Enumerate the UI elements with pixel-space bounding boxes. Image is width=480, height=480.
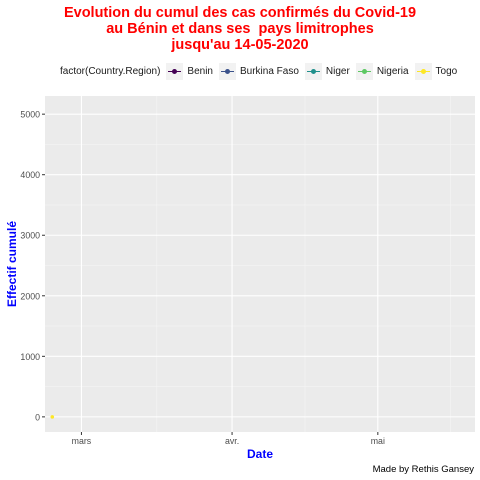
legend: factor(Country.Region) Benin Burkina Fas… (60, 62, 463, 80)
y-tick-label: 3000 (20, 231, 40, 241)
y-tick-label: 2000 (20, 291, 40, 301)
legend-label-nigeria: Nigeria (376, 65, 409, 77)
x-tick-label: avr. (225, 436, 239, 446)
legend-key-togo (414, 62, 432, 80)
legend-item-nigeria: Nigeria (355, 62, 409, 80)
legend-item-benin: Benin (166, 62, 213, 80)
x-axis-title: Date (247, 447, 273, 461)
y-tick-label: 5000 (20, 110, 40, 120)
title-line-1: Evolution du cumul des cas confirmés du … (63, 5, 417, 21)
title-line-2: au Bénin et dans ses pays limitrophes (106, 21, 374, 37)
chart-title: Evolution du cumul des cas confirmés du … (0, 5, 480, 53)
y-tick-label: 4000 (20, 170, 40, 180)
legend-key-niger (304, 62, 322, 80)
y-axis-title: Effectif cumulé (5, 221, 19, 307)
legend-key-benin (166, 62, 184, 80)
y-tick-label: 1000 (20, 352, 40, 362)
x-tick-label: mai (371, 436, 385, 446)
legend-label-togo: Togo (435, 65, 458, 77)
legend-label-niger: Niger (325, 65, 350, 77)
legend-item-niger: Niger (304, 62, 350, 80)
legend-item-burkina-faso: Burkina Faso (219, 62, 299, 80)
legend-label-burkina-faso: Burkina Faso (240, 65, 299, 77)
plot-panel (45, 96, 475, 432)
legend-key-burkina-faso (219, 62, 236, 80)
legend-item-togo: Togo (414, 62, 458, 80)
x-tick-label: mars (72, 436, 92, 446)
legend-title: factor(Country.Region) (60, 65, 161, 77)
y-tick-label: 0 (35, 412, 40, 422)
legend-key-nigeria (355, 62, 373, 80)
caption: Made by Rethis Gansey (372, 464, 474, 475)
data-point-togo (50, 415, 55, 419)
legend-label-benin: Benin (187, 65, 213, 77)
title-line-3: jusqu'au 14-05-2020 (171, 37, 309, 53)
